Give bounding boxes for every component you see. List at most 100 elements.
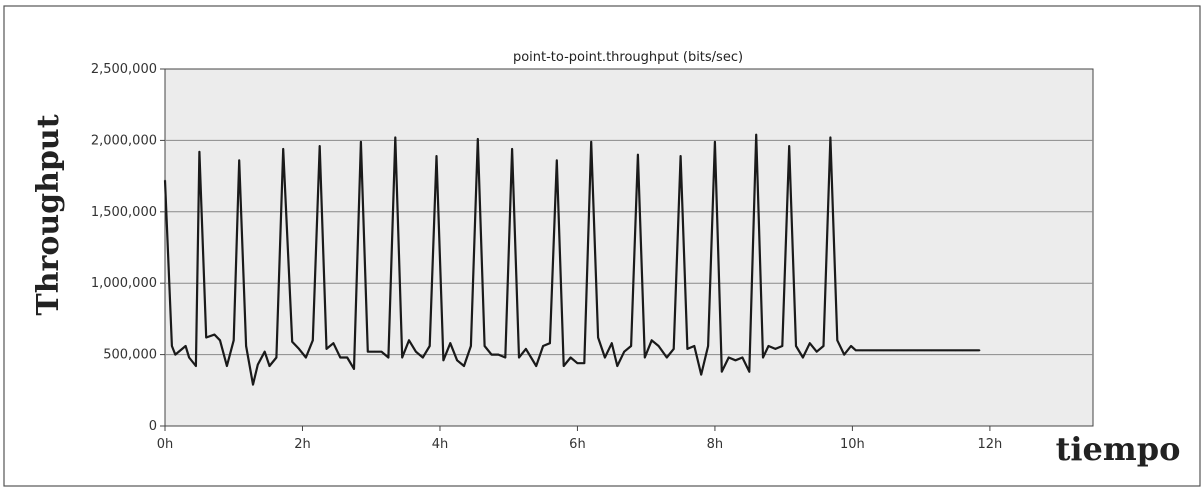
data-point bbox=[795, 345, 797, 347]
data-point bbox=[978, 349, 981, 352]
data-point bbox=[470, 345, 472, 347]
data-point bbox=[822, 345, 825, 347]
x-tick-label: 2h bbox=[294, 437, 311, 452]
data-point bbox=[623, 350, 625, 353]
data-point bbox=[875, 349, 878, 352]
data-point bbox=[257, 363, 259, 366]
x-axis-ticks: 0h 2h 4h 6h 8h 10h 12h bbox=[157, 426, 1002, 452]
data-point bbox=[305, 356, 307, 359]
data-point bbox=[868, 349, 871, 352]
data-point bbox=[188, 356, 190, 359]
data-point bbox=[611, 342, 613, 345]
y-tick-label: 1,500,000 bbox=[91, 205, 157, 220]
data-point bbox=[855, 349, 857, 352]
data-point bbox=[583, 362, 586, 365]
data-point bbox=[727, 356, 730, 359]
data-point bbox=[896, 349, 898, 352]
data-point bbox=[232, 339, 235, 342]
data-point bbox=[734, 359, 737, 362]
data-point bbox=[449, 342, 452, 345]
data-point bbox=[923, 349, 926, 352]
data-point bbox=[184, 345, 187, 347]
data-point bbox=[549, 342, 551, 345]
data-point bbox=[542, 345, 544, 347]
data-point bbox=[422, 356, 424, 359]
y-axis-ticks: 0 500,000 1,000,000 1,500,000 2,000,000 2,500… bbox=[91, 62, 165, 434]
data-point bbox=[312, 339, 314, 342]
data-point bbox=[903, 349, 905, 352]
data-point bbox=[630, 345, 632, 347]
data-point bbox=[590, 141, 592, 143]
x-tick-label: 8h bbox=[707, 437, 724, 452]
data-point bbox=[535, 365, 537, 367]
data-point bbox=[298, 348, 300, 350]
y-tick-label: 0 bbox=[149, 419, 157, 434]
data-point bbox=[205, 336, 207, 339]
data-point bbox=[463, 365, 465, 367]
data-point bbox=[171, 345, 173, 347]
series-layer bbox=[163, 133, 981, 386]
data-point bbox=[930, 349, 933, 352]
data-point bbox=[456, 359, 458, 362]
data-point bbox=[650, 339, 653, 342]
data-point bbox=[802, 356, 804, 359]
data-point bbox=[435, 155, 438, 157]
data-point bbox=[774, 348, 777, 350]
data-point bbox=[741, 356, 744, 359]
data-point bbox=[767, 345, 770, 347]
data-point bbox=[401, 356, 404, 359]
data-point bbox=[657, 345, 660, 347]
data-point bbox=[569, 356, 572, 359]
data-point bbox=[252, 383, 254, 386]
data-point bbox=[829, 136, 832, 139]
data-point bbox=[245, 345, 247, 347]
data-point bbox=[367, 350, 369, 353]
data-point bbox=[562, 365, 565, 367]
data-point bbox=[679, 155, 682, 157]
data-point bbox=[616, 365, 619, 367]
series-line-throughput bbox=[163, 133, 980, 386]
y-tick-label: 500,000 bbox=[103, 348, 157, 363]
data-point bbox=[263, 350, 266, 353]
data-point bbox=[714, 141, 716, 143]
data-point bbox=[762, 356, 764, 359]
data-point bbox=[788, 145, 790, 147]
data-point bbox=[408, 339, 410, 342]
y-tick-label: 1,000,000 bbox=[91, 276, 157, 291]
y-axis-label: Throughput bbox=[31, 114, 66, 315]
data-point bbox=[477, 138, 479, 140]
data-point bbox=[339, 356, 342, 359]
data-point bbox=[815, 350, 818, 353]
data-point bbox=[836, 339, 839, 342]
data-point bbox=[346, 356, 349, 359]
grid-lines bbox=[165, 139, 1093, 356]
x-tick-label: 4h bbox=[432, 437, 449, 452]
data-point bbox=[238, 159, 240, 162]
data-point bbox=[809, 342, 811, 345]
data-point bbox=[428, 345, 431, 347]
data-point bbox=[219, 339, 221, 342]
data-point bbox=[882, 349, 885, 352]
x-tick-label: 10h bbox=[840, 437, 865, 452]
data-point bbox=[490, 353, 493, 356]
data-point bbox=[268, 365, 271, 367]
data-point bbox=[755, 133, 757, 136]
data-point bbox=[213, 333, 216, 336]
data-point bbox=[325, 348, 328, 350]
data-point bbox=[380, 350, 383, 353]
y-tick-label: 2,500,000 bbox=[91, 62, 157, 77]
data-point bbox=[721, 370, 723, 373]
x-tick-label: 6h bbox=[569, 437, 586, 452]
data-point bbox=[394, 136, 397, 139]
data-point bbox=[693, 345, 696, 347]
data-point bbox=[511, 148, 513, 150]
data-point bbox=[415, 350, 417, 353]
data-point bbox=[318, 145, 321, 147]
y-tick-label: 2,000,000 bbox=[91, 133, 157, 148]
data-point bbox=[332, 342, 335, 345]
data-point bbox=[946, 349, 949, 352]
data-point bbox=[164, 179, 166, 182]
data-point bbox=[666, 356, 668, 359]
data-point bbox=[843, 353, 845, 356]
data-point bbox=[174, 353, 177, 356]
